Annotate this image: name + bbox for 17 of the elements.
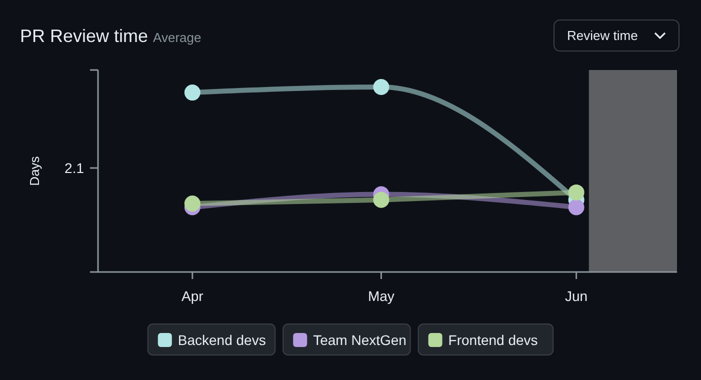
point bbox=[373, 192, 390, 208]
point bbox=[184, 196, 200, 212]
point bbox=[184, 84, 200, 101]
x-tick-label: May bbox=[368, 288, 394, 304]
dropdown-button: Review time bbox=[554, 20, 680, 52]
legend-label: Team NextGen bbox=[313, 332, 406, 348]
point bbox=[373, 79, 390, 95]
x-tick-label: Jun bbox=[565, 288, 588, 304]
x-tick-label: Apr bbox=[182, 288, 204, 304]
chart-title: PR Review time bbox=[20, 26, 148, 46]
text: 2.1 bbox=[64, 160, 84, 176]
point bbox=[568, 184, 584, 200]
point bbox=[568, 199, 584, 216]
legend-label: Backend devs bbox=[178, 332, 266, 348]
chart-subtitle: Average bbox=[153, 30, 202, 45]
y-axis-title: Days bbox=[27, 156, 42, 186]
legend-label: Frontend devs bbox=[448, 332, 538, 348]
